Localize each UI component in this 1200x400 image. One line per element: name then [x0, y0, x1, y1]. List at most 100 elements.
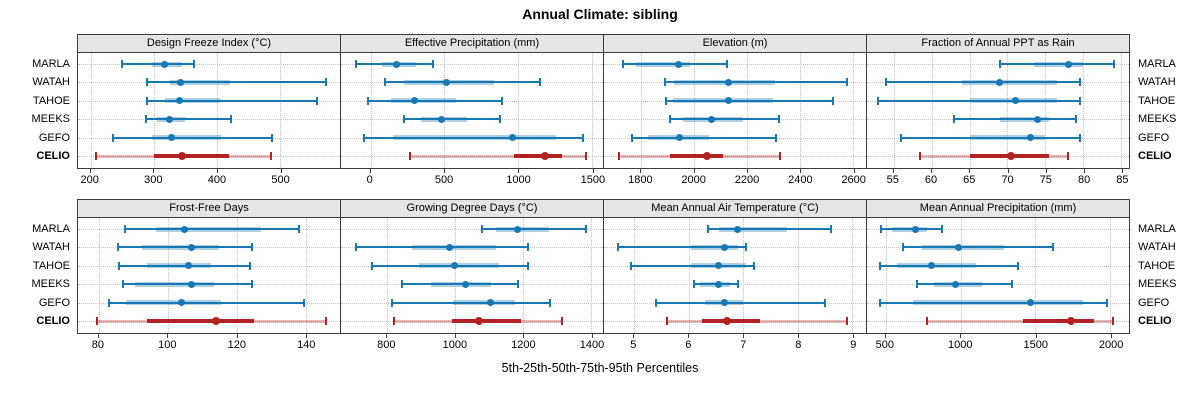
- percentile-range-tahoe: [367, 99, 502, 102]
- iqr-band-marla: [1034, 61, 1084, 67]
- x-axis-label: 5th-25th-50th-75th-95th Percentiles: [501, 361, 699, 375]
- whisker-cap-celio: [919, 152, 922, 160]
- gridline-x: [305, 218, 307, 333]
- iqr-band-watah: [674, 79, 775, 85]
- gridline-x: [153, 53, 155, 168]
- whisker-cap-meeks: [1074, 115, 1077, 124]
- gridline-x: [931, 53, 933, 168]
- iqr-band-meeks: [699, 281, 730, 287]
- percentile-range-watah: [617, 246, 746, 249]
- gridline-x: [893, 53, 895, 168]
- site-labels-left: MARLA WATAH TAHOE MEEKS GEFO CELIO: [0, 199, 77, 356]
- axis-tick: [454, 334, 456, 338]
- percentile-range-watah: [664, 81, 848, 84]
- site-label-left-gefo: GEFO: [38, 296, 70, 309]
- site-label-right-tahoe: TAHOE: [1138, 94, 1176, 107]
- axis-tick: [1122, 169, 1124, 173]
- whisker-cap-gefo: [630, 133, 633, 142]
- panel-row-top: MARLA WATAH TAHOE MEEKS GEFO CELIO Design Free…: [0, 34, 1200, 191]
- median-dot-watah: [724, 78, 732, 86]
- whisker-cap-watah: [251, 243, 254, 252]
- axis-tick-label: 400: [207, 174, 227, 186]
- whisker-cap-watah: [744, 243, 747, 252]
- percentile-range-marla: [881, 228, 942, 230]
- median-dot-tahoe: [451, 262, 459, 270]
- axis-tick: [1007, 169, 1009, 173]
- whisker-cap-tahoe: [1017, 261, 1020, 270]
- axis-tick-label: 120: [227, 339, 246, 351]
- whisker-cap-gefo: [108, 298, 111, 307]
- axis-tick: [798, 334, 800, 338]
- iqr-band-marla: [891, 226, 927, 232]
- gridline-x: [1035, 218, 1037, 333]
- axis-tick-label: 300: [144, 174, 163, 186]
- whisker-cap-celio: [94, 152, 97, 160]
- x-axis-elevation-m: 1800 2000 2200 2400 2600: [603, 169, 867, 191]
- iqr-band-tahoe: [672, 98, 774, 104]
- whisker-cap-celio: [778, 152, 781, 160]
- row-gridline: [604, 64, 866, 65]
- iqr-band-marla: [155, 226, 261, 232]
- axis-tick-label: 1500: [580, 174, 606, 186]
- gridline-x: [885, 218, 887, 333]
- gridline-x: [518, 53, 520, 168]
- percentile-range-marla: [482, 228, 586, 230]
- whisker-cap-meeks: [516, 280, 519, 289]
- panel-mean-annual-precipitation-mm: Mean Annual Precipitation (mm) 500 1000 150…: [866, 199, 1130, 356]
- median-dot-celio: [211, 317, 220, 325]
- row-gridline: [341, 64, 603, 65]
- axis-tick-label: 2600: [841, 174, 866, 186]
- axis-tick-label: 65: [963, 174, 976, 186]
- axis-tick-label: 9: [850, 339, 857, 351]
- percentile-range-meeks: [403, 118, 500, 121]
- plot-area-mean-annual-air-temperature-c: [603, 218, 867, 334]
- axis-tick-label: 140: [297, 339, 316, 351]
- panel-strip-effective-precipitation-mm: Effective Precipitation (mm): [340, 34, 604, 53]
- axis-tick: [853, 334, 855, 338]
- median-dot-meeks: [707, 115, 715, 123]
- axis-tick-label: 6: [685, 339, 692, 351]
- percentile-range-meeks: [917, 283, 1013, 286]
- median-dot-meeks: [437, 115, 445, 123]
- percentile-range-gefo: [655, 301, 826, 304]
- row-gridline: [341, 229, 603, 230]
- whisker-cap-marla: [940, 225, 943, 233]
- percentile-range-tahoe: [147, 99, 317, 102]
- x-axis-design-freeze-index-c: 200 300 400 500: [77, 169, 341, 191]
- axis-tick-label: 5: [630, 339, 637, 351]
- whisker-cap-marla: [726, 60, 729, 68]
- median-dot-marla: [181, 225, 189, 233]
- median-dot-gefo: [720, 299, 728, 307]
- gridline-x: [280, 53, 282, 168]
- iqr-band-celio: [153, 154, 229, 158]
- iqr-band-watah: [961, 79, 1057, 85]
- whisker-cap-marla: [123, 225, 126, 233]
- site-label-right-watah: WATAH: [1138, 241, 1176, 254]
- whisker-cap-gefo: [654, 298, 657, 307]
- whisker-cap-watah: [116, 243, 119, 252]
- whisker-cap-tahoe: [366, 96, 369, 105]
- iqr-band-gefo: [913, 300, 1083, 306]
- median-dot-meeks: [715, 280, 723, 288]
- whisker-cap-meeks: [693, 280, 696, 289]
- percentile-range-marla: [707, 228, 831, 230]
- iqr-band-celio: [702, 319, 760, 323]
- axis-tick-label: 7: [740, 339, 747, 351]
- whisker-cap-meeks: [121, 280, 124, 289]
- whisker-cap-marla: [192, 60, 195, 68]
- whisker-cap-celio: [1112, 317, 1115, 325]
- median-dot-gefo: [1026, 299, 1034, 307]
- percentile-range-gefo: [392, 301, 551, 304]
- axis-tick: [743, 334, 745, 338]
- plot-area-mean-annual-precipitation-mm: [866, 218, 1130, 334]
- whisker-cap-marla: [880, 225, 883, 233]
- median-dot-tahoe: [184, 262, 192, 270]
- axis-tick-label: 1800: [628, 174, 653, 186]
- whisker-cap-meeks: [777, 115, 780, 124]
- panel-frost-free-days: Frost-Free Days 80 100 120 140: [77, 199, 341, 356]
- gridline-x: [370, 53, 372, 168]
- whisker-cap-tahoe: [249, 261, 252, 270]
- site-labels-left: MARLA WATAH TAHOE MEEKS GEFO CELIO: [0, 34, 77, 191]
- iqr-band-marla: [495, 226, 549, 232]
- axis-tick-label: 800: [377, 339, 396, 351]
